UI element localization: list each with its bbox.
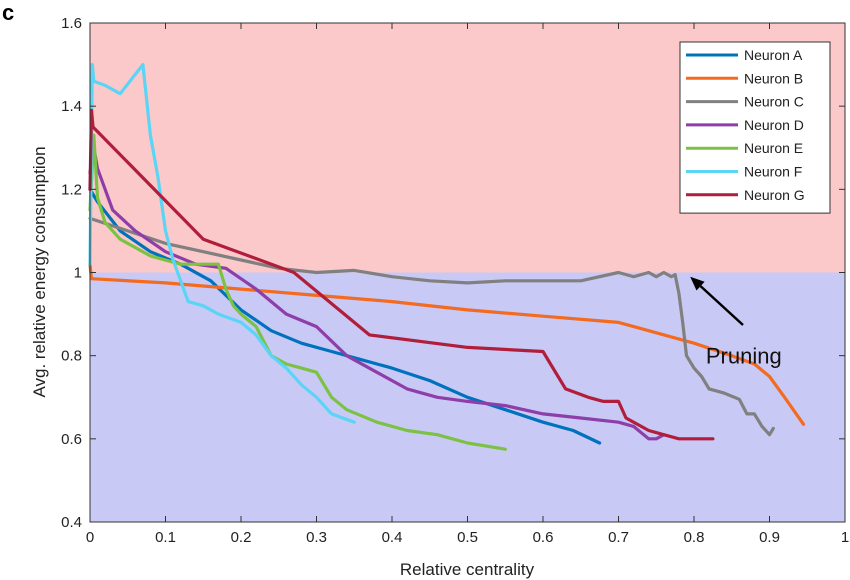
x-tick-label: 1 bbox=[841, 529, 849, 546]
y-tick-label: 1 bbox=[74, 265, 82, 282]
y-tick-label: 1.6 bbox=[61, 15, 82, 32]
series-line-neuron-e bbox=[88, 133, 507, 451]
legend-label: Neuron D bbox=[744, 117, 804, 133]
x-tick-label: 0.3 bbox=[306, 529, 327, 546]
x-axis-label: Relative centrality bbox=[400, 560, 535, 579]
x-tick-label: 0 bbox=[86, 529, 94, 546]
y-axis-label: Avg. relative energy consumption bbox=[30, 146, 49, 397]
series-line-neuron-d bbox=[88, 146, 666, 441]
pruning-annotation: Pruning bbox=[690, 276, 782, 369]
x-tick-label: 0.4 bbox=[382, 529, 403, 546]
legend-label: Neuron E bbox=[744, 140, 803, 156]
legend: Neuron A Neuron B Neuron C Neuron D Neuron E… bbox=[679, 41, 831, 214]
y-tick-label: 1.4 bbox=[61, 98, 82, 115]
axes: 0 0.1 0.2 0.3 0.4 0.5 0.6 0.7 0.8 0.9 1 0.4 0.6 0.8 1 1… bbox=[61, 15, 849, 546]
x-tick-label: 0.8 bbox=[684, 529, 705, 546]
series-line-neuron-g bbox=[88, 108, 715, 441]
legend-box bbox=[679, 41, 831, 214]
x-tick-label: 0.6 bbox=[533, 529, 554, 546]
legend-label: Neuron B bbox=[744, 70, 803, 86]
series-line-neuron-a bbox=[88, 187, 602, 445]
y-tick-label: 0.8 bbox=[61, 348, 82, 365]
series-line-neuron-c bbox=[88, 216, 775, 437]
x-tick-label: 0.2 bbox=[231, 529, 252, 546]
series-line-neuron-b bbox=[88, 262, 806, 426]
pruning-label: Pruning bbox=[706, 344, 782, 369]
pruning-arrow bbox=[699, 285, 744, 326]
x-tick-label: 0.7 bbox=[608, 529, 629, 546]
legend-label: Neuron A bbox=[744, 47, 803, 63]
series-line-neuron-f bbox=[88, 62, 356, 424]
x-tick-label: 0.9 bbox=[759, 529, 780, 546]
panel-label: c bbox=[2, 0, 14, 25]
series-lines bbox=[88, 62, 806, 451]
y-tick-label: 1.2 bbox=[61, 181, 82, 198]
legend-label: Neuron F bbox=[744, 164, 802, 180]
y-tick-label: 0.4 bbox=[61, 514, 82, 531]
x-tick-label: 0.5 bbox=[457, 529, 478, 546]
legend-label: Neuron C bbox=[744, 94, 804, 110]
legend-label: Neuron G bbox=[744, 187, 805, 203]
pruning-arrowhead bbox=[690, 276, 705, 291]
y-tick-label: 0.6 bbox=[61, 431, 82, 448]
x-tick-label: 0.1 bbox=[155, 529, 176, 546]
